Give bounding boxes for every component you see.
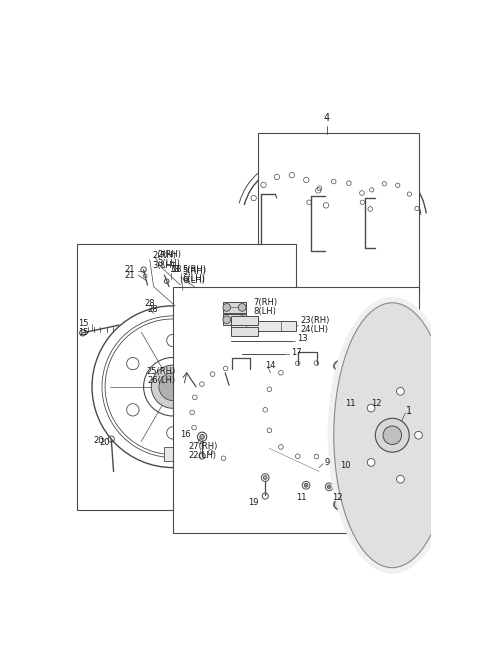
Ellipse shape: [334, 303, 451, 567]
Text: 17: 17: [291, 348, 301, 358]
Text: 24(LH): 24(LH): [300, 325, 328, 335]
Text: 16: 16: [180, 430, 191, 439]
Text: 2(RH): 2(RH): [157, 250, 181, 258]
Circle shape: [396, 388, 404, 395]
Text: 12: 12: [332, 493, 343, 502]
Bar: [230, 321, 296, 331]
Text: 7(RH): 7(RH): [254, 298, 278, 306]
Circle shape: [383, 426, 402, 445]
Text: 18: 18: [169, 265, 180, 274]
Circle shape: [223, 316, 230, 323]
Bar: [258, 133, 419, 295]
Circle shape: [367, 404, 375, 412]
Circle shape: [366, 409, 370, 413]
Circle shape: [264, 476, 267, 480]
Text: 26(LH): 26(LH): [147, 376, 175, 385]
Text: 9: 9: [324, 458, 330, 466]
Circle shape: [415, 432, 422, 439]
Text: 3(LH): 3(LH): [152, 260, 175, 270]
Text: 28: 28: [144, 299, 155, 308]
Bar: [77, 244, 296, 510]
Text: 22(LH): 22(LH): [188, 451, 216, 460]
Text: 14: 14: [265, 361, 276, 371]
Ellipse shape: [328, 297, 457, 574]
Text: 19: 19: [248, 498, 258, 506]
Text: 11: 11: [345, 400, 355, 408]
Text: 18: 18: [171, 265, 182, 274]
Circle shape: [367, 459, 375, 466]
Text: 11: 11: [296, 493, 307, 502]
Text: 8(LH): 8(LH): [254, 307, 276, 316]
Text: 15: 15: [78, 328, 89, 337]
Bar: [223, 314, 246, 325]
Text: 21: 21: [124, 270, 135, 279]
Circle shape: [327, 485, 331, 489]
Text: 25(RH): 25(RH): [146, 367, 175, 376]
Text: 3(LH): 3(LH): [157, 259, 180, 268]
Text: 5(RH): 5(RH): [183, 267, 207, 276]
Text: 20: 20: [93, 436, 104, 445]
Text: 23(RH): 23(RH): [300, 316, 329, 325]
Circle shape: [151, 365, 194, 408]
Bar: [164, 447, 182, 461]
Text: 12: 12: [371, 400, 381, 408]
Text: 1: 1: [406, 406, 412, 417]
Text: 6(LH): 6(LH): [183, 276, 206, 285]
Circle shape: [304, 483, 308, 487]
Bar: [219, 325, 236, 336]
Text: 21: 21: [124, 265, 135, 274]
Circle shape: [238, 304, 246, 311]
Ellipse shape: [334, 491, 451, 518]
Bar: [223, 302, 246, 313]
Circle shape: [223, 304, 230, 311]
Circle shape: [375, 419, 409, 452]
Text: 15: 15: [78, 319, 89, 328]
Bar: [230, 327, 258, 336]
Text: 10: 10: [340, 461, 350, 470]
Text: 4: 4: [324, 113, 330, 123]
Circle shape: [348, 416, 352, 419]
Text: 28: 28: [147, 305, 158, 314]
Bar: [230, 316, 258, 325]
Circle shape: [200, 434, 204, 439]
Text: 2(RH): 2(RH): [152, 251, 176, 260]
Text: 13: 13: [297, 335, 308, 344]
Circle shape: [159, 373, 187, 401]
Circle shape: [238, 316, 246, 323]
Bar: [173, 287, 419, 533]
Text: 5(RH): 5(RH): [183, 265, 207, 274]
Circle shape: [396, 476, 404, 483]
Text: 27(RH): 27(RH): [188, 441, 217, 451]
Text: 6(LH): 6(LH): [183, 274, 206, 283]
Bar: [234, 325, 252, 336]
Ellipse shape: [334, 352, 451, 380]
Text: 20: 20: [100, 438, 110, 447]
